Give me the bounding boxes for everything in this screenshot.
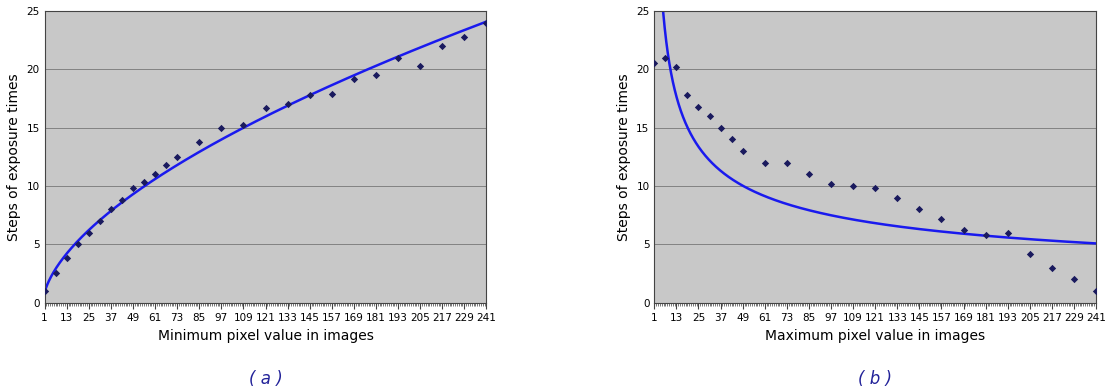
Point: [888, 194, 906, 201]
Point: [1087, 288, 1105, 294]
Point: [933, 215, 951, 222]
Point: [168, 154, 186, 160]
Text: ( b ): ( b ): [858, 370, 893, 388]
Point: [1043, 265, 1061, 271]
Point: [477, 19, 495, 26]
Point: [213, 125, 230, 131]
Point: [657, 54, 674, 61]
Y-axis label: Steps of exposure times: Steps of exposure times: [7, 73, 21, 241]
Point: [390, 54, 407, 61]
Point: [800, 171, 818, 177]
Point: [124, 185, 141, 191]
Point: [955, 227, 973, 234]
Point: [700, 113, 718, 119]
Point: [433, 43, 451, 49]
Point: [690, 104, 708, 110]
Point: [114, 197, 131, 203]
Point: [756, 159, 774, 166]
Point: [711, 125, 729, 131]
Point: [679, 92, 697, 98]
X-axis label: Maximum pixel value in images: Maximum pixel value in images: [765, 329, 985, 343]
Point: [58, 255, 76, 262]
Point: [301, 92, 318, 98]
Point: [146, 171, 164, 177]
Point: [190, 139, 208, 145]
Point: [135, 179, 152, 185]
X-axis label: Minimum pixel value in images: Minimum pixel value in images: [158, 329, 374, 343]
Point: [455, 33, 473, 40]
Point: [845, 183, 863, 189]
Point: [91, 218, 109, 224]
Point: [977, 232, 995, 238]
Point: [411, 63, 429, 69]
Point: [47, 270, 65, 277]
Text: ( a ): ( a ): [248, 370, 283, 388]
Point: [278, 101, 296, 107]
Point: [1021, 251, 1038, 257]
Point: [722, 136, 740, 142]
Point: [998, 230, 1016, 236]
Point: [668, 64, 686, 70]
Point: [367, 72, 385, 78]
Point: [345, 76, 363, 82]
Point: [157, 162, 175, 168]
Point: [69, 241, 87, 248]
Point: [733, 148, 751, 154]
Point: [866, 185, 884, 191]
Point: [823, 180, 840, 187]
Point: [778, 159, 796, 166]
Point: [646, 61, 663, 67]
Point: [1065, 276, 1083, 282]
Point: [36, 288, 53, 294]
Point: [257, 105, 275, 111]
Point: [323, 91, 341, 97]
Point: [102, 206, 120, 212]
Y-axis label: Steps of exposure times: Steps of exposure times: [617, 73, 631, 241]
Point: [235, 122, 253, 128]
Point: [80, 230, 98, 236]
Point: [910, 206, 928, 212]
